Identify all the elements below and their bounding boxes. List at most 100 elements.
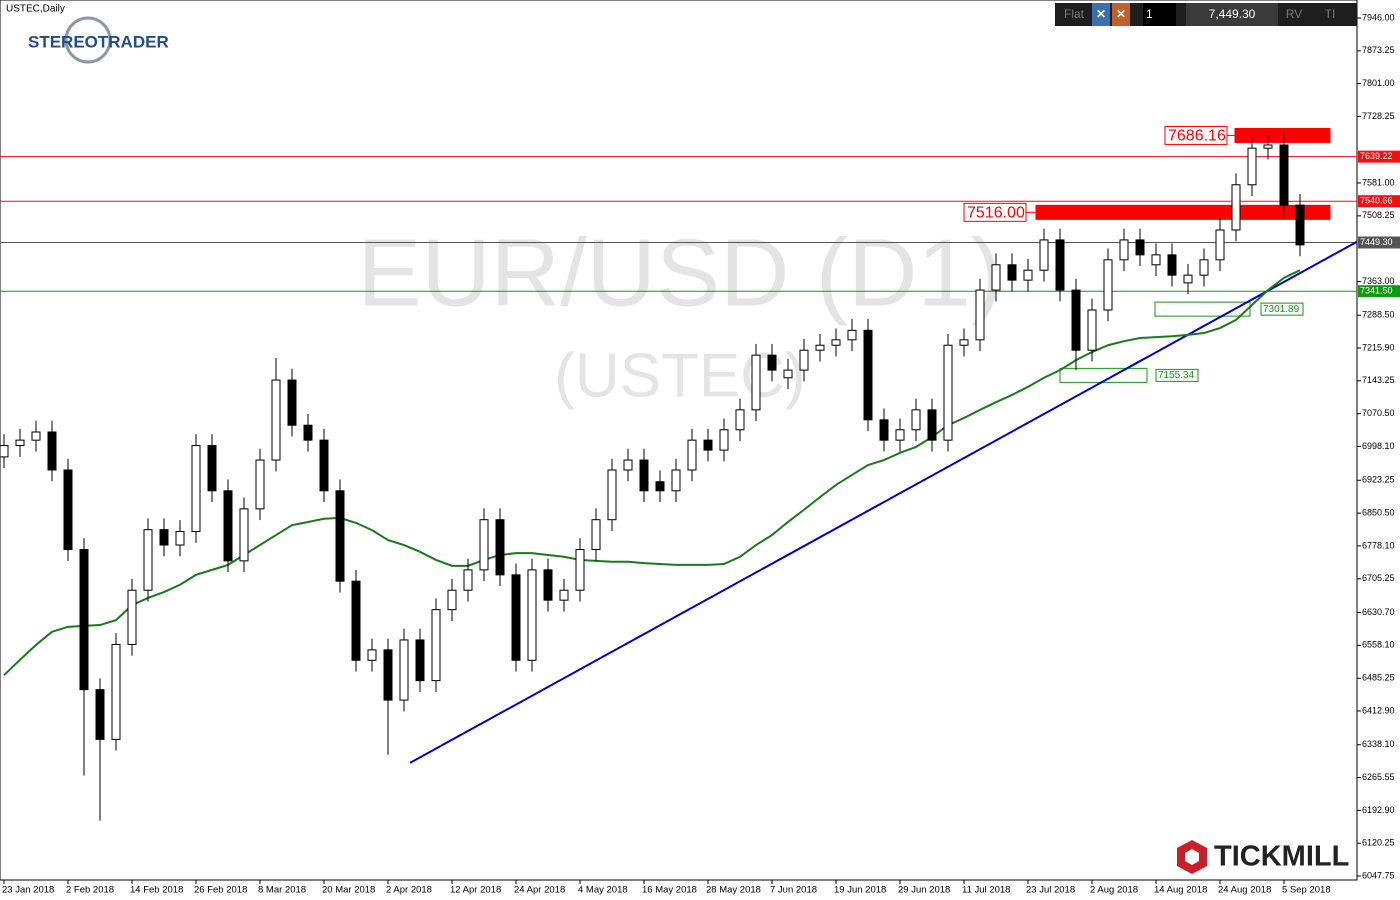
candle-body	[239, 508, 249, 562]
candle-body	[879, 419, 889, 441]
candle-body	[1295, 204, 1305, 246]
rv-button[interactable]: RV	[1285, 7, 1303, 21]
candle-body	[863, 329, 873, 421]
trendline	[409, 240, 1358, 764]
y-tick-label: 6850.50	[1362, 508, 1395, 518]
candle-body	[783, 369, 793, 379]
x-tick-label: 8 Mar 2018	[258, 885, 306, 896]
candle-body	[655, 481, 665, 492]
zone-label: 7516.00	[967, 205, 1025, 222]
candle-body	[847, 329, 857, 341]
candle-body	[559, 589, 569, 601]
price-label-bg	[1358, 195, 1400, 208]
y-tick-label: 7728.25	[1362, 111, 1395, 121]
candle-body	[31, 431, 41, 441]
candle-body	[1231, 184, 1241, 231]
candle-body	[367, 649, 377, 661]
candle-body	[1215, 229, 1225, 261]
candle-body	[511, 574, 521, 661]
candle-body	[319, 439, 329, 492]
candle-body	[1055, 239, 1065, 291]
x-tick-label: 28 May 2018	[706, 885, 761, 896]
candle-body	[943, 344, 953, 441]
candle-body	[1167, 254, 1177, 276]
zone-label: 7301.89	[1263, 304, 1300, 315]
candle-body	[1103, 259, 1113, 311]
y-tick-label: 6558.10	[1362, 640, 1395, 650]
candle-body	[1183, 274, 1193, 284]
candle-body	[159, 529, 169, 546]
candle-body	[431, 609, 441, 682]
candle-body	[463, 569, 473, 591]
close-buy-button[interactable]: ✕	[1092, 3, 1110, 26]
candle-body	[543, 569, 553, 601]
x-tick-label: 14 Aug 2018	[1154, 885, 1207, 896]
x-tick-label: 16 May 2018	[642, 885, 697, 896]
candle-body	[15, 439, 25, 447]
y-tick-label: 6120.25	[1362, 838, 1395, 848]
candle-body	[1263, 144, 1273, 149]
y-tick-label: 7070.50	[1362, 408, 1395, 418]
candle-body	[0, 445, 9, 458]
candle-body	[79, 549, 89, 691]
x-tick-label: 26 Feb 2018	[194, 885, 247, 896]
candle-body	[415, 639, 425, 682]
ti-button[interactable]: TI	[1324, 7, 1336, 21]
candle-body	[1119, 239, 1129, 261]
x-tick-label: 11 Jul 2018	[962, 885, 1010, 896]
candle-body	[1151, 254, 1161, 266]
candle-body	[687, 439, 697, 471]
zone-label: 7686.16	[1168, 128, 1226, 145]
watermark-sub: (USTEC)	[554, 341, 805, 410]
y-tick-label: 6705.25	[1362, 573, 1395, 583]
candle-body	[911, 409, 921, 431]
y-tick-label: 7873.25	[1362, 45, 1395, 55]
x-tick-label: 2 Apr 2018	[386, 885, 432, 896]
x-tick-label: 2 Feb 2018	[66, 885, 114, 896]
candle-body	[95, 689, 105, 740]
lots-input[interactable]: 1	[1143, 3, 1176, 26]
y-tick-label: 6630.70	[1362, 607, 1395, 617]
price-label: 7540.66	[1360, 196, 1393, 206]
candle-body	[399, 639, 409, 701]
zone	[1035, 204, 1331, 220]
y-tick-label: 7215.90	[1362, 342, 1395, 352]
candle-body	[207, 445, 217, 492]
candle-body	[1071, 289, 1081, 351]
candle-body	[799, 349, 809, 371]
y-tick-label: 6192.90	[1362, 805, 1395, 815]
y-tick-label: 7143.25	[1362, 375, 1395, 385]
x-tick-label: 29 Jun 2018	[898, 885, 950, 896]
candle-body	[575, 549, 585, 591]
candle-body	[63, 469, 73, 551]
x-tick-label: 20 Mar 2018	[322, 885, 375, 896]
y-tick-label: 7363.00	[1362, 276, 1395, 286]
candle-body	[479, 519, 489, 571]
mode-button[interactable]: Flat	[1063, 7, 1084, 21]
x-tick-label: 2 Aug 2018	[1090, 885, 1138, 896]
price-field[interactable]: 7,449.30	[1186, 3, 1278, 26]
logo-ring	[64, 16, 112, 64]
candle-body	[975, 289, 985, 341]
logo-hex-inner	[1185, 849, 1199, 865]
candle-body	[1023, 269, 1033, 281]
candle-body	[335, 490, 345, 582]
price-label: 7639.22	[1360, 151, 1393, 161]
candle-body	[223, 490, 233, 562]
close-sell-button[interactable]: ✕	[1112, 3, 1130, 26]
x-tick-label: 24 Aug 2018	[1218, 885, 1271, 896]
candle-body	[175, 530, 185, 546]
x-tick-label: 23 Jan 2018	[2, 885, 54, 896]
candle-body	[1087, 309, 1097, 351]
price-label-bg	[1358, 285, 1400, 298]
y-tick-label: 7946.00	[1362, 12, 1395, 22]
candle-body	[1247, 147, 1257, 186]
candle-body	[1135, 239, 1145, 256]
y-tick-label: 6485.25	[1362, 673, 1395, 683]
candle-body	[143, 529, 153, 591]
x-tick-label: 19 Jun 2018	[834, 885, 886, 896]
candle-body	[527, 569, 537, 661]
candle-body	[1279, 144, 1289, 206]
